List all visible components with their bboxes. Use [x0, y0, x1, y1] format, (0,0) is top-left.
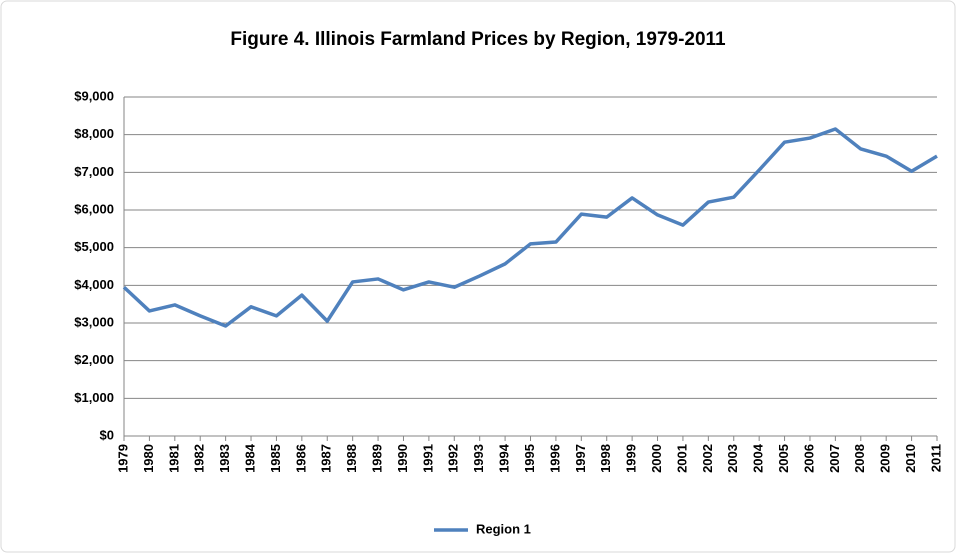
y-tick-label: $3,000 — [74, 314, 114, 329]
x-tick-label: 1997 — [573, 444, 588, 473]
x-tick-label: 2005 — [776, 444, 791, 473]
x-tick-label: 2009 — [878, 444, 893, 473]
x-tick-label: 1986 — [293, 444, 308, 473]
x-tick-label: 1998 — [598, 444, 613, 473]
x-tick-label: 1983 — [217, 444, 232, 473]
x-tick-label: 1992 — [446, 444, 461, 473]
x-tick-label: 1999 — [624, 444, 639, 473]
x-tick-label: 1990 — [395, 444, 410, 473]
x-tick-label: 2002 — [700, 444, 715, 473]
x-tick-label: 2007 — [827, 444, 842, 473]
x-tick-label: 2004 — [751, 443, 766, 473]
y-tick-label: $6,000 — [74, 201, 114, 216]
x-tick-label: 2008 — [852, 444, 867, 473]
x-tick-label: 2011 — [928, 444, 943, 472]
x-tick-label: 2006 — [801, 444, 816, 473]
x-tick-label: 1991 — [420, 444, 435, 473]
legend-label: Region 1 — [476, 521, 531, 536]
x-tick-label: 1988 — [344, 444, 359, 473]
x-tick-label: 1989 — [370, 444, 385, 473]
y-tick-label: $9,000 — [74, 88, 114, 103]
x-tick-label: 1982 — [192, 444, 207, 473]
y-tick-label: $4,000 — [74, 277, 114, 292]
y-tick-label: $7,000 — [74, 164, 114, 179]
x-tick-label: 1994 — [497, 443, 512, 473]
x-tick-label: 1996 — [547, 444, 562, 473]
x-tick-label: 1980 — [141, 444, 156, 473]
x-tick-label: 1984 — [242, 443, 257, 473]
y-tick-label: $1,000 — [74, 390, 114, 405]
x-tick-label: 1979 — [115, 444, 130, 473]
x-tick-label: 1987 — [319, 444, 334, 473]
x-tick-label: 1995 — [522, 444, 537, 473]
series-line — [122, 127, 938, 328]
y-tick-label: $2,000 — [74, 352, 114, 367]
x-tick-label: 1981 — [166, 444, 181, 473]
x-tick-label: 2001 — [674, 444, 689, 473]
chart-title: Figure 4. Illinois Farmland Prices by Re… — [230, 29, 726, 50]
x-tick-label: 2010 — [903, 444, 918, 473]
x-tick-label: 1985 — [268, 444, 283, 473]
y-tick-label: $5,000 — [74, 239, 114, 254]
x-tick-label: 2000 — [649, 444, 664, 473]
y-tick-label: $0 — [100, 427, 114, 442]
x-tick-label: 1993 — [471, 444, 486, 473]
y-tick-label: $8,000 — [74, 126, 114, 141]
x-tick-label: 2003 — [725, 444, 740, 473]
